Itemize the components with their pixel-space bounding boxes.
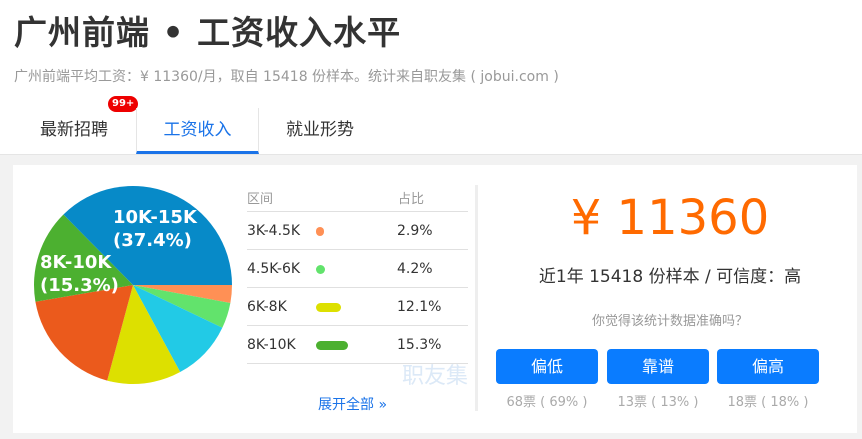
pie-label: (37.4%): [113, 230, 192, 251]
pie-slice[interactable]: [133, 285, 223, 373]
pie-label: 8K-10K: [40, 252, 112, 273]
vote-low-button[interactable]: 偏低: [496, 349, 598, 384]
pie-slice[interactable]: [35, 285, 133, 381]
range-label: 8K-10K: [247, 337, 296, 353]
pie-label: 10K-15K: [113, 207, 198, 228]
watermark: 职友集: [402, 364, 469, 389]
share-bar: [316, 265, 325, 274]
count-badge: 99+: [108, 96, 139, 112]
pie-slice[interactable]: [63, 186, 232, 285]
col-share: 占比: [398, 192, 425, 207]
salary-pie-chart: 8K-10K(15.3%) 10K-15K(37.4%): [34, 186, 232, 385]
vote-high-count: 18票 ( 18% ): [727, 395, 809, 410]
pie-slice[interactable]: [133, 285, 232, 303]
tab-employment[interactable]: 就业形势: [270, 108, 370, 154]
average-salary: ¥ 11360: [570, 190, 770, 246]
pie-label: (15.3%): [40, 275, 119, 296]
divider: [247, 363, 468, 364]
range-label: 4.5K-6K: [247, 261, 301, 277]
page-subtitle: 广州前端平均工资：¥ 11360/月，取自 15418 份样本。统计来自职友集 …: [14, 69, 559, 85]
share-value: 15.3%: [397, 337, 442, 353]
vote-high-button[interactable]: 偏高: [717, 349, 819, 384]
tab-label: 就业形势: [286, 120, 354, 140]
vote-accurate-count: 13票 ( 13% ): [617, 395, 699, 410]
range-label: 3K-4.5K: [247, 223, 301, 239]
header: 广州前端 • 工资收入水平 广州前端平均工资：¥ 11360/月，取自 1541…: [0, 0, 862, 155]
accuracy-question: 你觉得该统计数据准确吗？: [591, 314, 748, 329]
table-row: 3K-4.5K 2.9%: [247, 211, 468, 249]
share-bar: [316, 303, 342, 312]
divider: [475, 185, 478, 411]
share-value: 2.9%: [397, 223, 433, 239]
share-value: 4.2%: [397, 261, 433, 277]
table-row: 8K-10K 15.3%: [247, 325, 468, 363]
pie-slice[interactable]: [133, 285, 231, 328]
pie-slice[interactable]: [34, 214, 133, 302]
tab-jobs[interactable]: 最新招聘: [24, 108, 124, 154]
col-range: 区间: [247, 192, 274, 207]
table-row: 4.5K-6K 4.2%: [247, 249, 468, 287]
share-bar: [316, 341, 349, 350]
share-bar: [316, 227, 324, 236]
page-title: 广州前端 • 工资收入水平: [14, 13, 402, 52]
share-value: 12.1%: [397, 299, 442, 315]
vote-accurate-button[interactable]: 靠谱: [607, 349, 709, 384]
tab-label: 最新招聘: [40, 120, 108, 140]
vote-low-count: 68票 ( 69% ): [506, 395, 588, 410]
expand-all-link[interactable]: 展开全部 »: [318, 397, 388, 413]
tab-salary[interactable]: 工资收入: [136, 108, 259, 154]
range-label: 6K-8K: [247, 299, 287, 315]
table-row: 6K-8K 12.1%: [247, 287, 468, 325]
sample-info: 近1年 15418 份样本 / 可信度：高: [538, 267, 802, 287]
tab-label: 工资收入: [163, 120, 232, 140]
pie-slice[interactable]: [107, 285, 181, 385]
